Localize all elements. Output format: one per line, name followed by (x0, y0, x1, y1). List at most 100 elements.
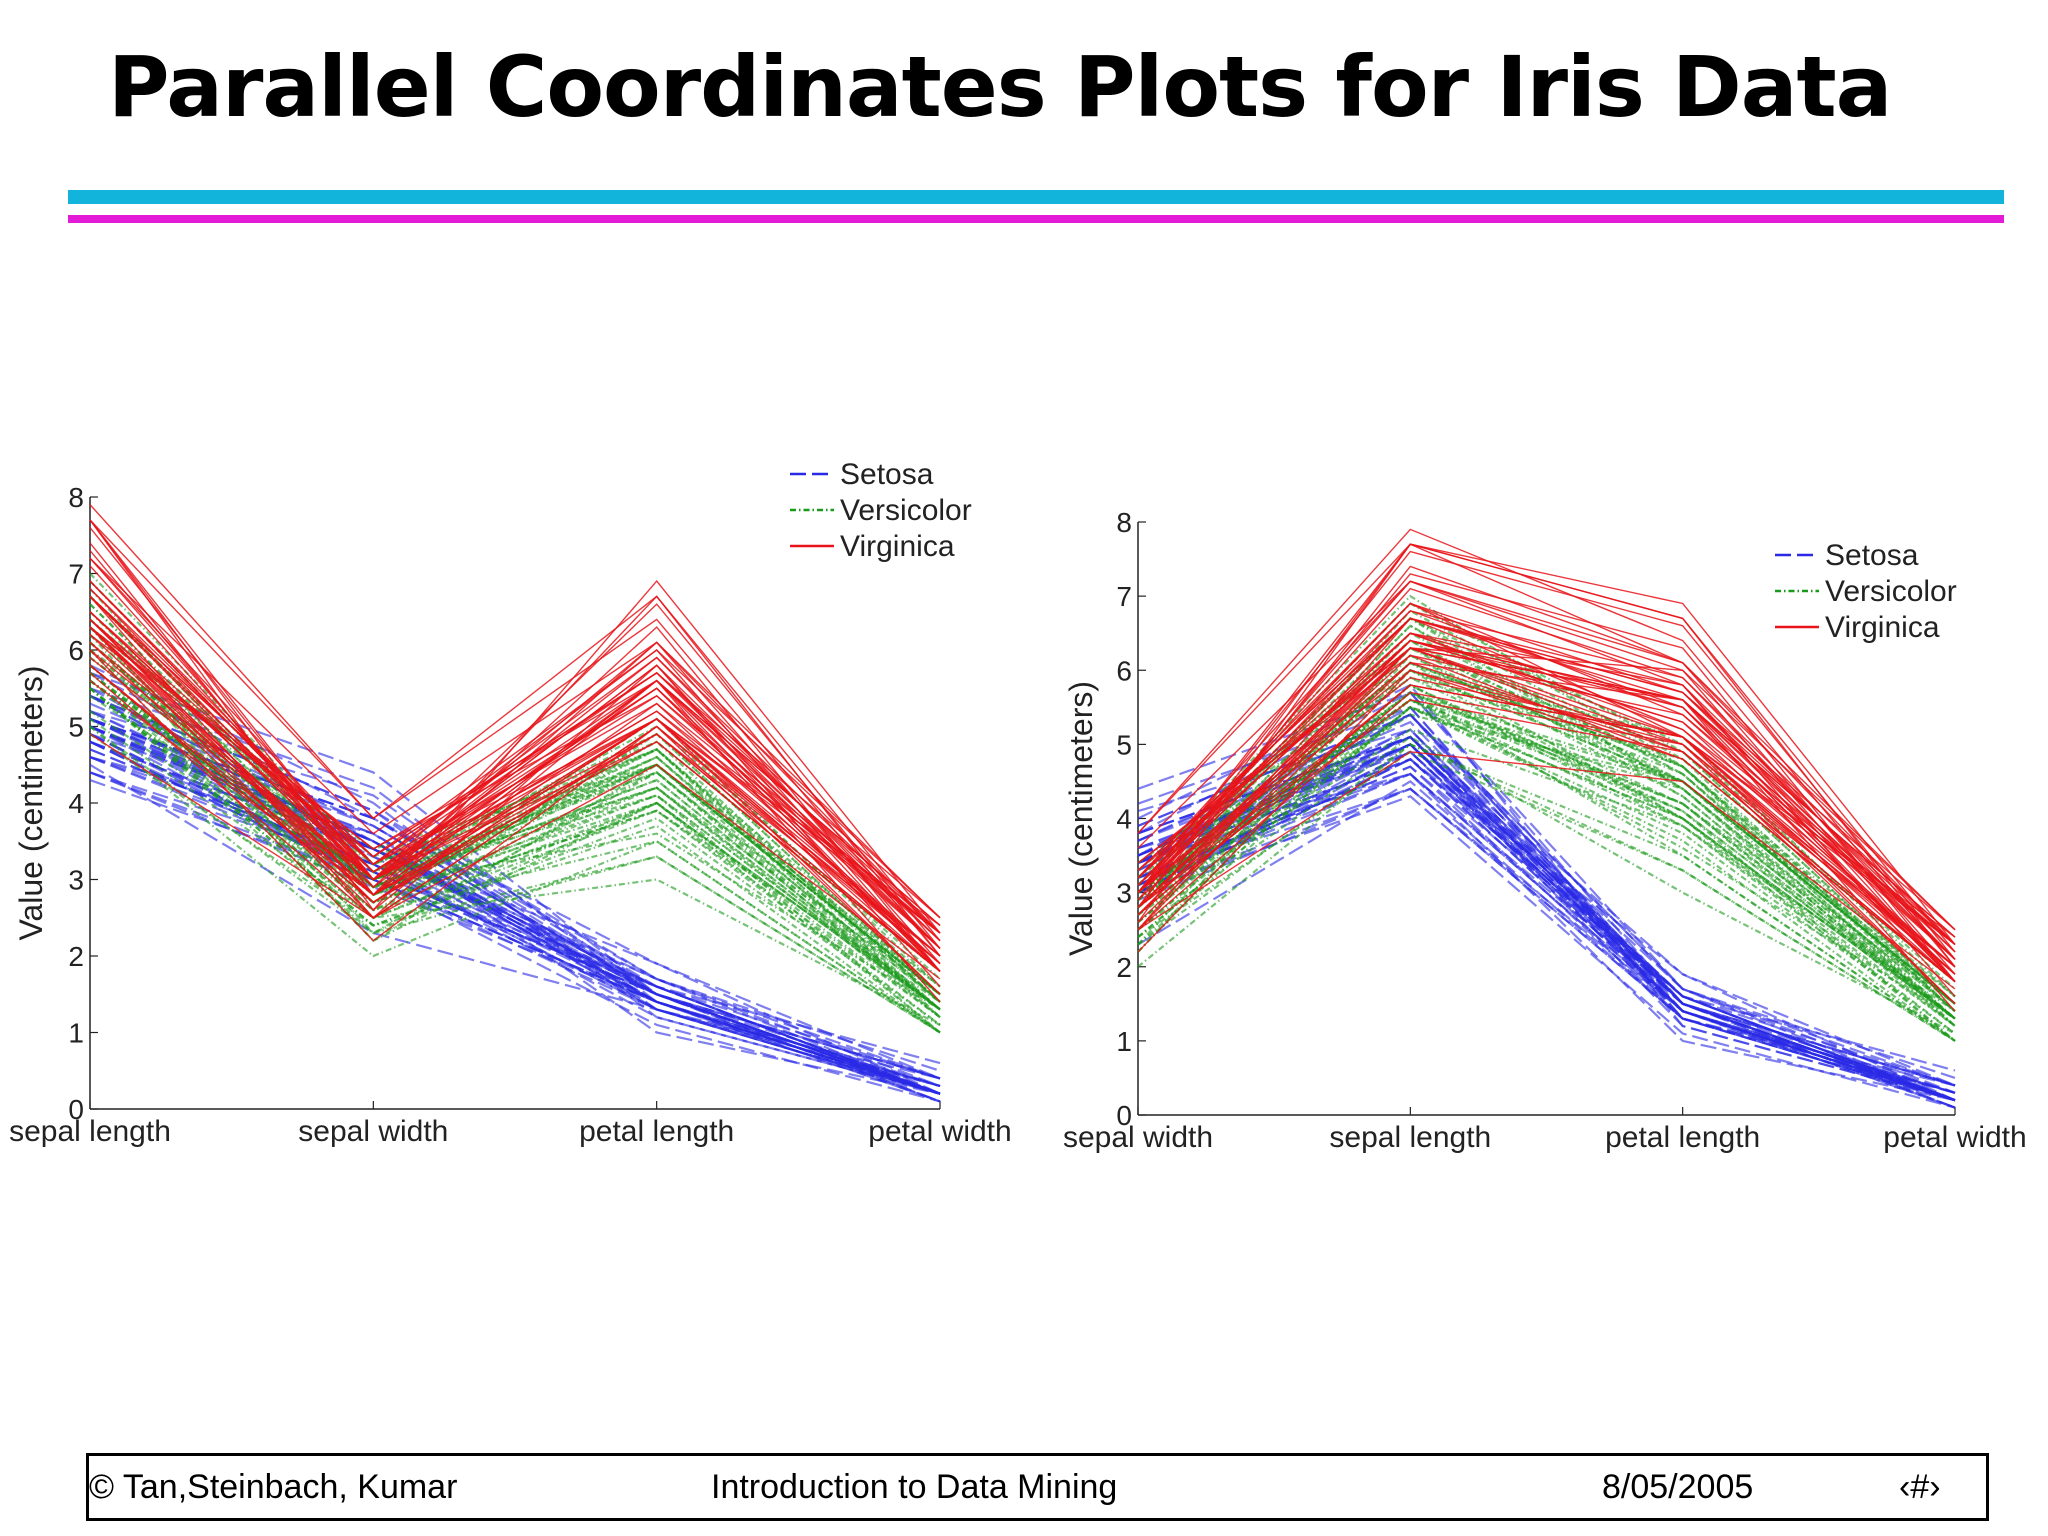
series-virginica-line (89, 649, 941, 995)
series-virginica-line (89, 519, 941, 957)
y-tick-label: 1 (1116, 1026, 1132, 1057)
series-virginica-lines (89, 504, 941, 1003)
legend-label-versicolor: Versicolor (1825, 575, 1957, 608)
parallel-coordinates-chart-left: 0 1 2 3 4 5 6 7 8 Value (centimeters) sepal length… (9, 458, 1010, 1148)
series-virginica-lines (1137, 528, 1956, 1012)
series-setosa-line (89, 763, 941, 1088)
x-tick-label-sepal-width: sepal width (298, 1115, 448, 1148)
series-setosa-line (89, 725, 941, 1065)
y-tick-label: 0 (68, 1094, 84, 1125)
series-virginica-line (1137, 654, 1956, 946)
title-underline-magenta (68, 215, 2004, 223)
series-virginica-line (89, 733, 941, 980)
series-versicolor-line (1137, 691, 1956, 1020)
legend-label-virginica: Virginica (1825, 611, 1940, 644)
series-versicolor-line (89, 626, 941, 1011)
y-tick-label: 7 (1116, 581, 1132, 612)
series-virginica-line (1137, 580, 1956, 931)
y-axis-label: Value (centimeters) (1063, 681, 1099, 956)
series-versicolor-line (1137, 691, 1956, 1042)
series-versicolor-line (1137, 646, 1956, 1005)
series-versicolor-line (1137, 735, 1956, 1035)
series-versicolor-line (89, 687, 941, 1011)
series-virginica-line (1137, 617, 1956, 931)
series-virginica-line (1137, 617, 1956, 946)
y-tick-label: 8 (68, 482, 84, 513)
series-virginica-line (89, 618, 941, 942)
x-tick-label-petal-length: petal length (1605, 1121, 1760, 1154)
y-axis-label: Value (centimeters) (13, 665, 49, 940)
series-virginica-line (1137, 543, 1956, 945)
series-versicolor-line (89, 679, 941, 1011)
series-virginica-line (89, 657, 941, 972)
series-virginica-line (1137, 543, 1956, 945)
footer-course-title: Introduction to Data Mining (711, 1468, 1118, 1506)
series-virginica-line (1137, 684, 1956, 975)
series-virginica-line (89, 588, 941, 934)
series-setosa-line (1137, 691, 1956, 1094)
y-tick-label: 1 (68, 1018, 84, 1049)
series-versicolor-line (1137, 705, 1956, 1042)
series-versicolor-line (1137, 698, 1956, 1035)
footer-page-number: ‹#› (1899, 1468, 1941, 1506)
y-tick-label: 6 (68, 635, 84, 666)
legend-label-virginica: Virginica (840, 530, 955, 563)
legend-label-setosa: Setosa (1825, 539, 1919, 572)
title-underline-cyan (68, 190, 2004, 204)
series-setosa-line (1137, 757, 1956, 1102)
x-tick-label-sepal-length: sepal length (9, 1115, 171, 1148)
slide-title: Parallel Coordinates Plots for Iris Data (108, 38, 1892, 136)
series-virginica-line (89, 557, 941, 919)
series-versicolor-line (89, 687, 941, 1034)
y-tick-label: 5 (1116, 729, 1132, 760)
series-versicolor-line (1137, 669, 1956, 998)
series-setosa-line (1137, 720, 1956, 1102)
series-versicolor-line (89, 725, 941, 1034)
y-tick-label: 6 (1116, 655, 1132, 686)
series-setosa-line (89, 717, 941, 1080)
series-virginica-line (1137, 617, 1956, 938)
legend-label-setosa: Setosa (840, 458, 934, 491)
y-tick-label: 2 (1116, 952, 1132, 983)
series-virginica-line (89, 595, 941, 919)
slide-footer: © Tan,Steinbach, Kumar Introduction to D… (86, 1453, 1989, 1521)
parallel-coordinates-chart-right: 0 1 2 3 4 5 6 7 8 Value (centimeters) sepal width s… (1063, 507, 2027, 1154)
x-tick-label-sepal-width: sepal width (1063, 1121, 1213, 1154)
y-tick-label: 3 (68, 865, 84, 896)
series-versicolor-line (89, 717, 941, 1026)
series-versicolor-line (1137, 631, 1956, 1005)
y-tick-label: 7 (68, 559, 84, 590)
series-virginica-line (1137, 751, 1956, 990)
series-virginica-line (89, 664, 941, 965)
series-setosa-line (89, 771, 941, 1095)
series-setosa-line (89, 740, 941, 1088)
y-tick-label: 4 (1116, 804, 1132, 835)
series-virginica-line (89, 611, 941, 957)
y-tick-label: 2 (68, 941, 84, 972)
series-virginica-line (89, 519, 941, 942)
series-versicolor-line (89, 679, 941, 1011)
series-virginica-line (1137, 669, 1956, 983)
y-tick-label: 3 (1116, 878, 1132, 909)
legend-label-versicolor: Versicolor (840, 494, 972, 527)
series-setosa-line (89, 671, 941, 1088)
series-versicolor-line (1137, 661, 1956, 1020)
series-setosa-line (1137, 757, 1956, 1094)
footer-date: 8/05/2005 (1602, 1468, 1754, 1506)
y-tick-label: 8 (1116, 507, 1132, 538)
series-setosa-line (89, 717, 941, 1095)
series-versicolor-line (89, 687, 941, 1011)
series-setosa-line (89, 740, 941, 1095)
series-virginica-line (89, 634, 941, 934)
series-versicolor-line (1137, 743, 1956, 1042)
series-virginica-line (1137, 676, 1956, 983)
series-virginica-line (1137, 632, 1956, 968)
footer-copyright: © Tan,Steinbach, Kumar (89, 1468, 458, 1506)
x-tick-label-sepal-length: sepal length (1329, 1121, 1491, 1154)
series-setosa-line (1137, 743, 1956, 1102)
series-virginica-line (1137, 543, 1956, 968)
x-tick-label-petal-width: petal width (868, 1115, 1010, 1148)
x-tick-label-petal-length: petal length (579, 1115, 734, 1148)
series-versicolor-line (1137, 706, 1956, 1020)
